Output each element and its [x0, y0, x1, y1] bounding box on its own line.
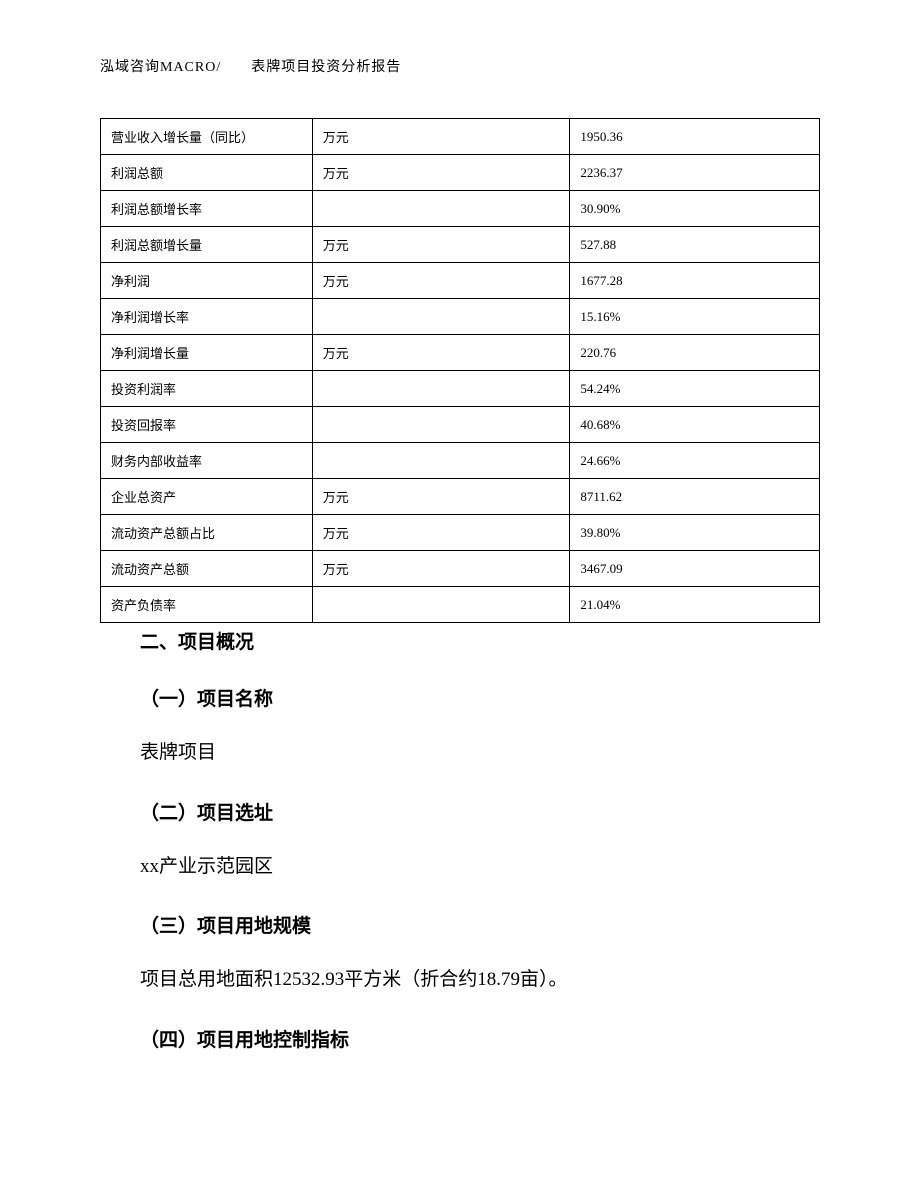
cell-value: 2236.37 — [570, 155, 820, 191]
cell-label: 利润总额增长量 — [101, 227, 313, 263]
table-row: 营业收入增长量（同比）万元1950.36 — [101, 119, 820, 155]
table-row: 净利润增长量万元220.76 — [101, 335, 820, 371]
table-row: 净利润万元1677.28 — [101, 263, 820, 299]
subsection-heading: （四）项目用地控制指标 — [140, 1025, 780, 1052]
cell-unit — [312, 191, 570, 227]
financial-table: 营业收入增长量（同比）万元1950.36利润总额万元2236.37利润总额增长率… — [100, 118, 820, 623]
table-row: 利润总额增长率 30.90% — [101, 191, 820, 227]
cell-value: 30.90% — [570, 191, 820, 227]
cell-value: 220.76 — [570, 335, 820, 371]
cell-value: 24.66% — [570, 443, 820, 479]
body-text: 表牌项目 — [140, 739, 780, 768]
table-row: 利润总额增长量万元527.88 — [101, 227, 820, 263]
cell-label: 利润总额 — [101, 155, 313, 191]
table-row: 投资回报率 40.68% — [101, 407, 820, 443]
cell-unit: 万元 — [312, 155, 570, 191]
cell-unit — [312, 299, 570, 335]
section-heading: 二、项目概况 — [140, 627, 780, 654]
subsection-heading: （一）项目名称 — [140, 684, 780, 711]
header-text: 泓域咨询MACRO/ 表牌项目投资分析报告 — [100, 60, 401, 75]
cell-value: 40.68% — [570, 407, 820, 443]
subsection-heading: （三）项目用地规模 — [140, 911, 780, 938]
cell-label: 净利润 — [101, 263, 313, 299]
cell-unit: 万元 — [312, 335, 570, 371]
cell-unit — [312, 407, 570, 443]
table-row: 流动资产总额万元3467.09 — [101, 551, 820, 587]
cell-label: 流动资产总额占比 — [101, 515, 313, 551]
cell-unit: 万元 — [312, 263, 570, 299]
cell-label: 流动资产总额 — [101, 551, 313, 587]
table-row: 流动资产总额占比万元39.80% — [101, 515, 820, 551]
cell-value: 39.80% — [570, 515, 820, 551]
cell-unit — [312, 371, 570, 407]
subsection-heading: （二）项目选址 — [140, 798, 780, 825]
cell-unit: 万元 — [312, 479, 570, 515]
content-area: 二、项目概况 （一）项目名称表牌项目 （二）项目选址 xx产业示范园区 （三）项目用地… — [140, 605, 780, 1052]
table-row: 企业总资产万元8711.62 — [101, 479, 820, 515]
cell-unit: 万元 — [312, 227, 570, 263]
cell-unit: 万元 — [312, 515, 570, 551]
cell-unit: 万元 — [312, 119, 570, 155]
cell-unit — [312, 443, 570, 479]
table-row: 投资利润率 54.24% — [101, 371, 820, 407]
cell-value: 54.24% — [570, 371, 820, 407]
cell-label: 投资利润率 — [101, 371, 313, 407]
cell-label: 净利润增长量 — [101, 335, 313, 371]
cell-unit: 万元 — [312, 551, 570, 587]
table-row: 利润总额万元2236.37 — [101, 155, 820, 191]
cell-value: 15.16% — [570, 299, 820, 335]
cell-label: 企业总资产 — [101, 479, 313, 515]
cell-label: 财务内部收益率 — [101, 443, 313, 479]
cell-value: 8711.62 — [570, 479, 820, 515]
cell-value: 1677.28 — [570, 263, 820, 299]
cell-value: 3467.09 — [570, 551, 820, 587]
cell-label: 营业收入增长量（同比） — [101, 119, 313, 155]
cell-label: 投资回报率 — [101, 407, 313, 443]
cell-value: 527.88 — [570, 227, 820, 263]
cell-value: 1950.36 — [570, 119, 820, 155]
table-row: 净利润增长率 15.16% — [101, 299, 820, 335]
page-header: 泓域咨询MACRO/ 表牌项目投资分析报告 — [100, 56, 401, 76]
cell-label: 利润总额增长率 — [101, 191, 313, 227]
cell-label: 净利润增长率 — [101, 299, 313, 335]
body-text: 项目总用地面积12532.93平方米（折合约18.79亩）。 — [140, 966, 780, 995]
body-text: xx产业示范园区 — [140, 853, 780, 882]
financial-table-container: 营业收入增长量（同比）万元1950.36利润总额万元2236.37利润总额增长率… — [100, 118, 820, 623]
table-row: 财务内部收益率 24.66% — [101, 443, 820, 479]
